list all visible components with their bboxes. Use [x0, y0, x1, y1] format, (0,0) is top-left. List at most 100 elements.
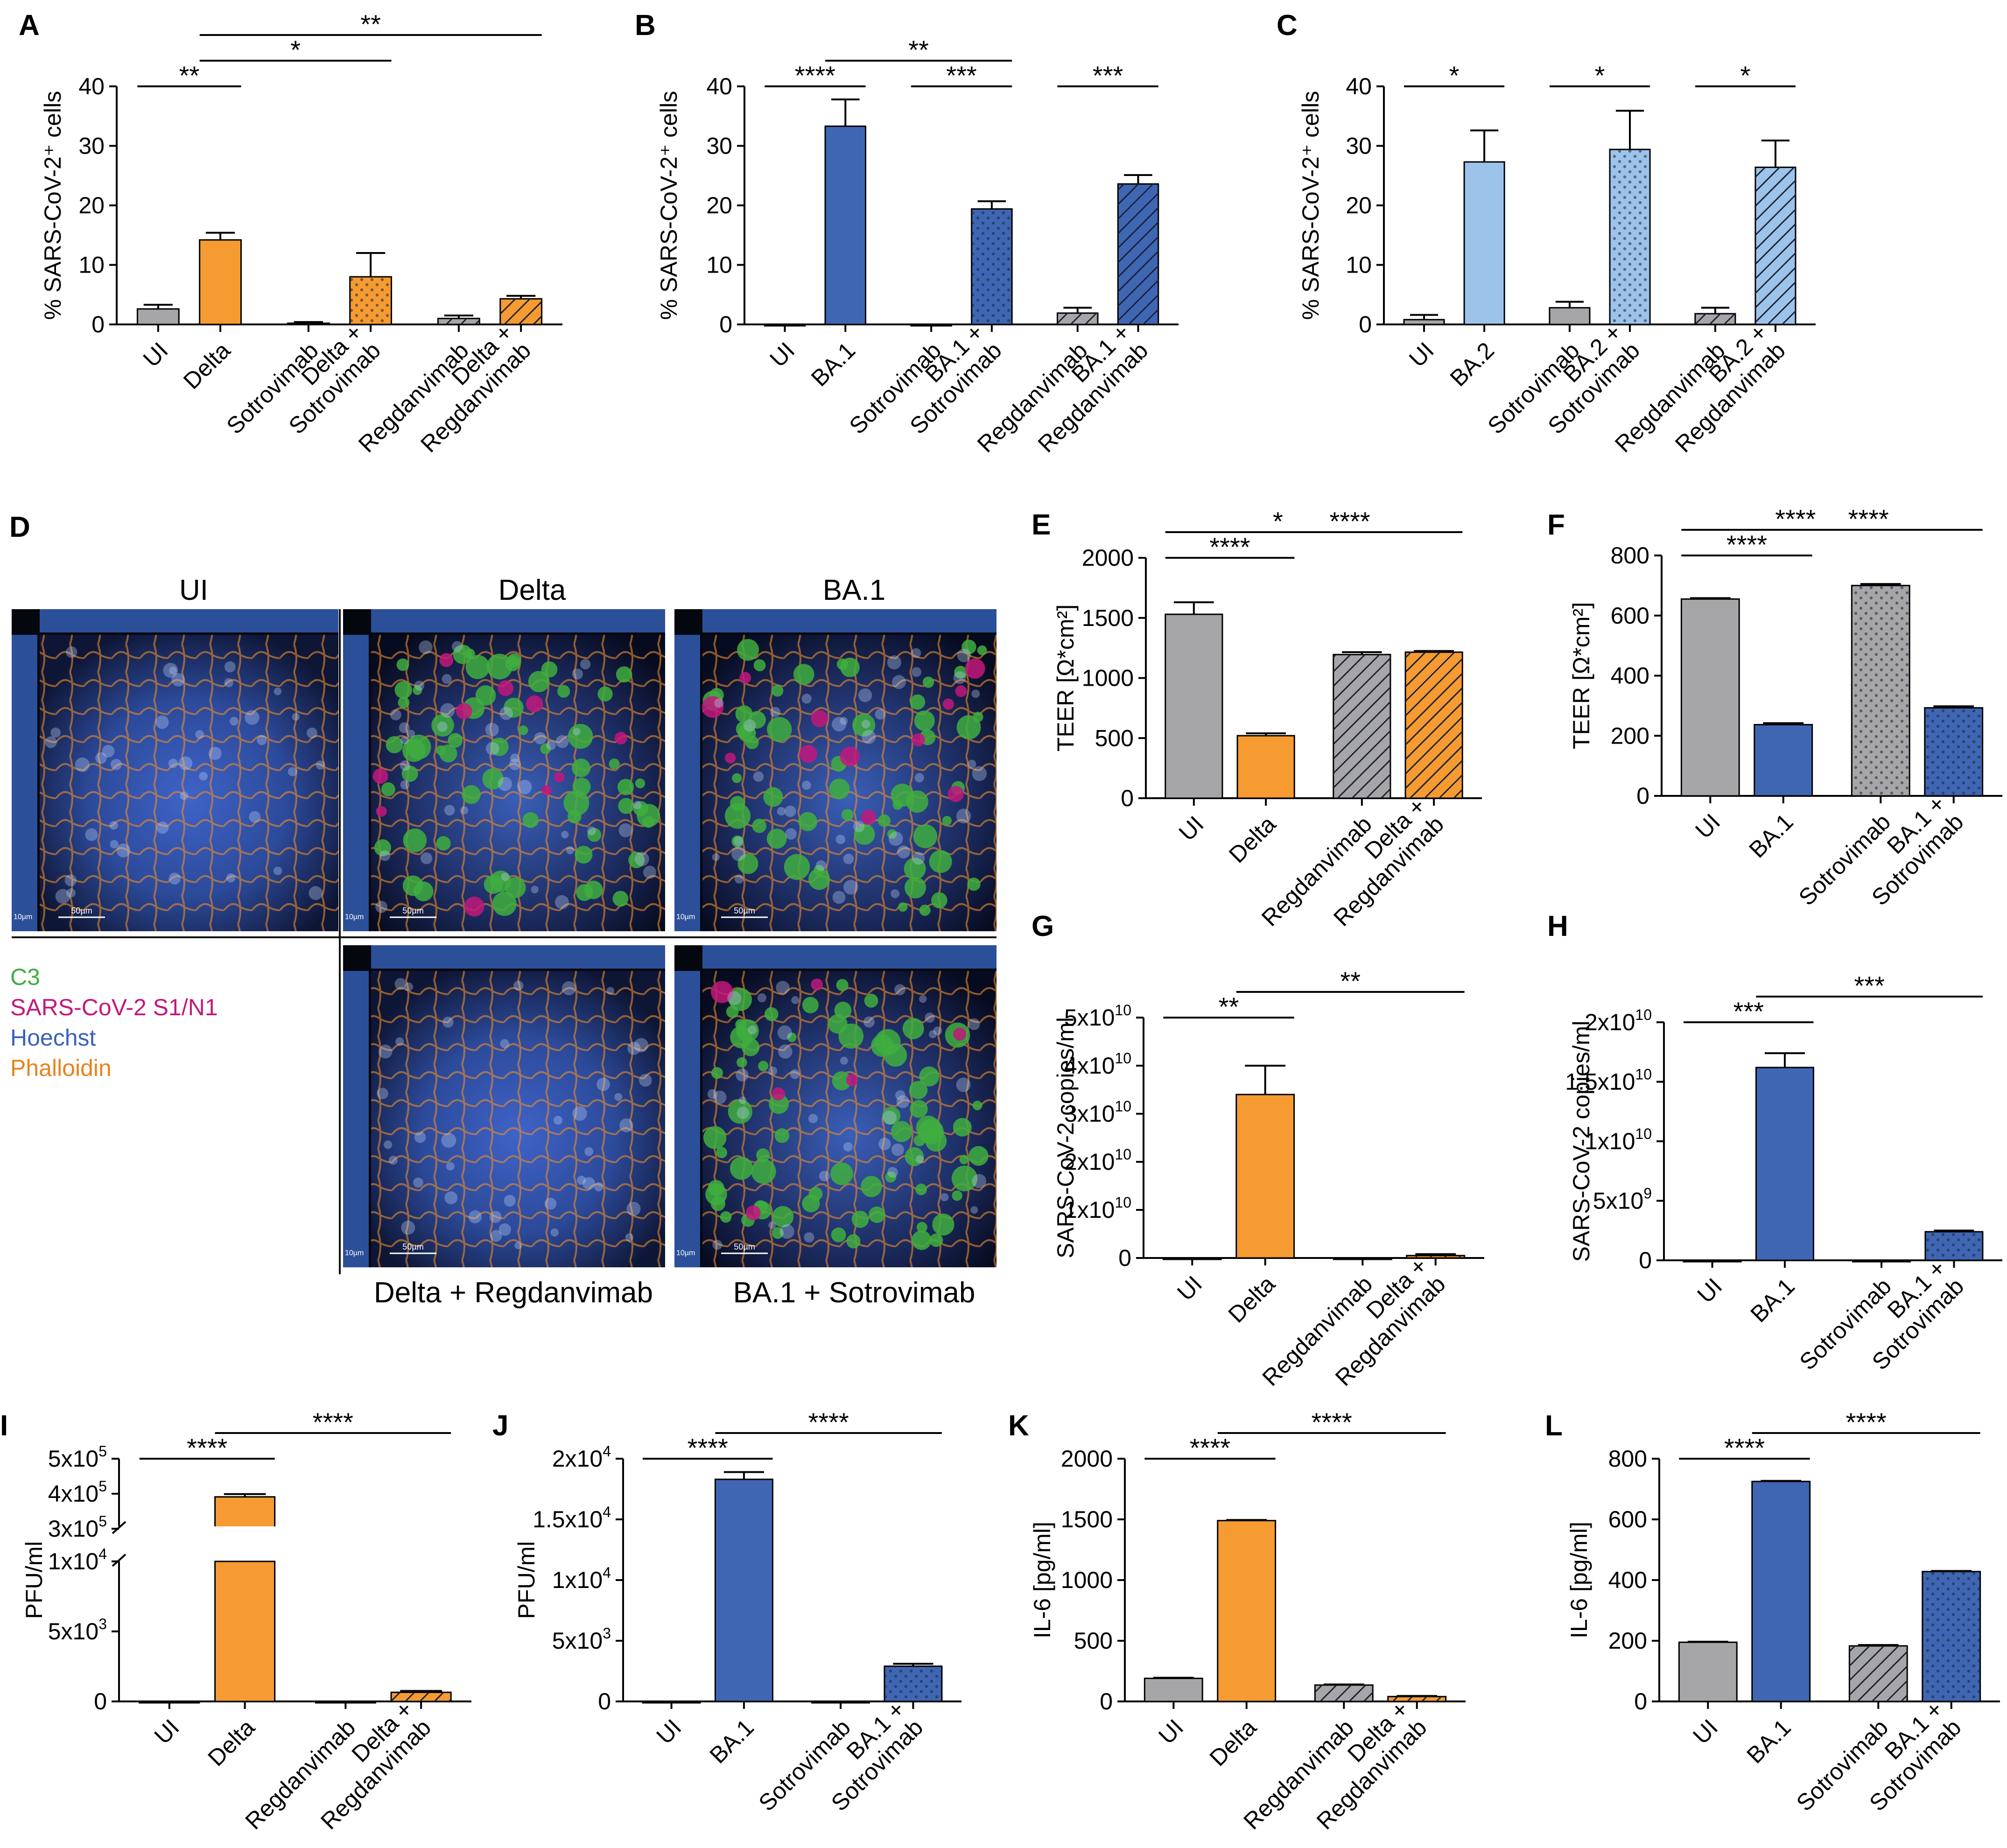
legend-entry: Hoechst [10, 1025, 96, 1051]
nucleus [882, 1110, 897, 1125]
sars-signal [912, 733, 925, 747]
axes: 0 10 20 30 40 [706, 73, 1179, 337]
nucleus [733, 836, 744, 846]
nucleus [555, 735, 569, 748]
nucleus [85, 828, 98, 841]
y-tick-label: 0 [1639, 1247, 1652, 1273]
significance-label: ** [1340, 966, 1361, 996]
nucleus [843, 1142, 853, 1152]
z-section-side [343, 635, 369, 931]
bar-0: UI [1162, 1257, 1222, 1306]
bar-pattern [971, 209, 1012, 324]
c3-signal [576, 884, 593, 901]
c3-signal [915, 1183, 927, 1195]
c3-signal [869, 1206, 885, 1223]
nucleus [490, 1230, 502, 1242]
y-tick-label: 2000 [1082, 545, 1134, 571]
nucleus [785, 828, 797, 840]
tick-exponent: 4 [603, 1504, 611, 1520]
nucleus [925, 1012, 935, 1023]
y-tick-label: 2x1010 [1585, 1006, 1652, 1035]
nucleus [734, 874, 744, 884]
c3-signal [842, 808, 854, 821]
bar-pattern [1849, 1646, 1908, 1701]
nucleus [65, 646, 77, 658]
bar-1: BA.1 [705, 1471, 773, 1769]
y-tick-label: 0 [1100, 1688, 1113, 1714]
sars-signal [772, 1087, 785, 1101]
z-section-top [371, 945, 665, 969]
significance-bracket: *** [1684, 997, 1814, 1026]
c3-signal [731, 835, 744, 848]
sars-signal [965, 658, 985, 679]
nucleus [887, 1166, 898, 1178]
c3-signal [787, 1032, 797, 1042]
nucleus [968, 1018, 980, 1030]
tick-exponent: 5 [98, 1478, 107, 1495]
nucleus [110, 840, 119, 849]
y-tick-label: 5x105 [48, 1443, 107, 1472]
nucleus [802, 780, 811, 790]
bar-0: UI [1165, 601, 1223, 846]
c3-signal [973, 711, 983, 722]
bar-gap [213, 1526, 277, 1554]
panel-label: F [1547, 509, 1565, 541]
significance-bracket: **** [1681, 530, 1812, 559]
significance-bracket: **** [1754, 504, 1983, 534]
x-tick-label: Delta [1204, 1714, 1261, 1771]
bar-2: Regdanvimab [240, 1700, 376, 1834]
nucleus [379, 850, 391, 861]
c3-signal [793, 664, 814, 685]
bar-2: Sotrovimab [1794, 583, 1910, 911]
nucleus [971, 689, 980, 698]
nucleus [584, 1147, 594, 1156]
nucleus [419, 640, 433, 654]
y-tick-label: 1x104 [48, 1546, 107, 1574]
significance-bracket: *** [1057, 61, 1158, 90]
x-label-line: UI [1688, 1714, 1723, 1749]
bar-pattern [1406, 1255, 1465, 1258]
significance-label: **** [808, 1407, 849, 1437]
c3-signal [435, 745, 446, 755]
significance-bracket: **** [1679, 1433, 1810, 1462]
y-tick-label: 0 [91, 311, 105, 337]
y-tick-label: 3x105 [48, 1513, 107, 1542]
nucleus [753, 771, 764, 782]
significance-label: *** [1733, 997, 1764, 1026]
bar-4: Regdanvimab [1610, 307, 1736, 457]
y-tick-label: 600 [1611, 603, 1649, 629]
micrograph-title: Delta + Regdanvimab [374, 1277, 653, 1309]
bar-0: UI [139, 1700, 200, 1749]
nucleus [407, 730, 415, 738]
significance-label: **** [1724, 1433, 1765, 1462]
c3-signal [394, 681, 413, 699]
nucleus [498, 777, 512, 791]
nucleus [399, 722, 410, 733]
nucleus [230, 717, 239, 726]
c3-signal [951, 1166, 978, 1192]
y-tick-label: 1x1010 [1585, 1125, 1652, 1154]
nucleus [956, 808, 971, 823]
significance-bracket: *** [911, 61, 1012, 90]
nucleus [863, 1016, 875, 1028]
c3-signal [931, 892, 947, 908]
nucleus [249, 811, 261, 823]
c3-signal [732, 773, 742, 783]
bar [1751, 1481, 1811, 1702]
c3-signal [766, 829, 787, 849]
sars-signal [846, 1074, 858, 1087]
c3-signal [737, 1057, 747, 1068]
c3-signal [864, 993, 878, 1008]
nucleus [273, 866, 282, 875]
nucleus [388, 1155, 398, 1165]
bar-2: Regdanvimab [1257, 1257, 1392, 1391]
nucleus [777, 1025, 792, 1040]
nucleus [894, 984, 905, 996]
nucleus [587, 826, 596, 836]
c3-signal [885, 1171, 897, 1183]
c3-signal [540, 743, 551, 754]
y-axis-label: TEER [Ω*cm²] [1053, 604, 1079, 752]
c3-signal [618, 798, 634, 814]
bar-pattern [884, 1666, 942, 1701]
